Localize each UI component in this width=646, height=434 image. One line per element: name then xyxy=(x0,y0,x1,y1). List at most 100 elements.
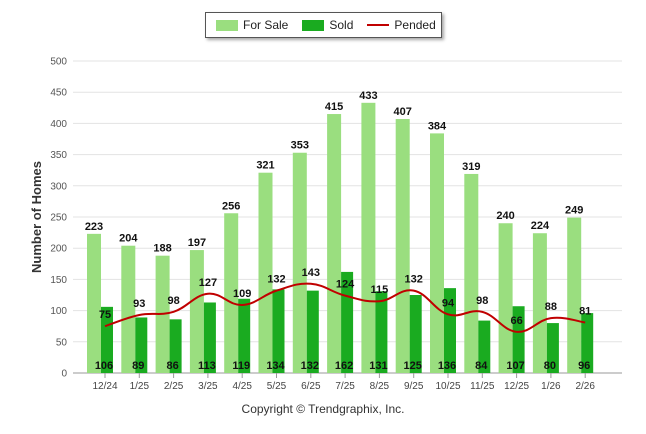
y-tick-label: 300 xyxy=(50,181,67,192)
bar-sold xyxy=(135,317,148,373)
bar-for-sale xyxy=(292,152,307,373)
bar-for-sale xyxy=(224,213,239,373)
label-pended: 81 xyxy=(579,305,591,317)
label-for-sale: 384 xyxy=(428,120,447,132)
label-for-sale: 204 xyxy=(119,233,138,245)
label-for-sale: 415 xyxy=(325,101,343,113)
bar-for-sale xyxy=(498,223,513,373)
legend-label-for-sale: For Sale xyxy=(243,18,289,32)
legend-swatch-sold xyxy=(302,19,325,31)
y-tick-label: 350 xyxy=(50,150,67,161)
label-for-sale: 353 xyxy=(291,140,309,152)
label-sold: 162 xyxy=(335,360,353,372)
bar-sold xyxy=(169,319,182,373)
label-sold: 86 xyxy=(166,360,178,372)
bar-for-sale xyxy=(532,233,547,373)
bar-for-sale xyxy=(567,217,582,373)
bar-sold xyxy=(546,323,559,373)
label-pended: 132 xyxy=(405,274,423,286)
label-sold: 136 xyxy=(438,360,456,372)
bar-for-sale xyxy=(361,102,376,374)
bar-sold xyxy=(444,288,456,373)
bar-for-sale xyxy=(87,233,101,373)
label-for-sale: 249 xyxy=(565,205,583,217)
label-pended: 94 xyxy=(442,297,455,309)
y-tick-label: 400 xyxy=(50,119,67,130)
x-tick-label: 8/25 xyxy=(370,381,390,392)
bars xyxy=(87,102,594,374)
bar-sold xyxy=(478,320,491,373)
label-sold: 106 xyxy=(95,360,113,372)
y-tick-label: 50 xyxy=(56,337,68,348)
label-pended: 88 xyxy=(545,301,557,313)
legend-swatch-for-sale xyxy=(216,19,238,31)
legend-item-for-sale[interactable]: For Sale xyxy=(216,18,288,32)
y-tick-label: 0 xyxy=(61,369,67,380)
label-for-sale: 197 xyxy=(188,237,206,249)
bar-for-sale xyxy=(430,133,444,373)
legend-swatch-pended xyxy=(367,24,390,26)
legend-label-pended: Pended xyxy=(394,18,436,32)
bar-for-sale xyxy=(189,250,204,373)
bar-sold xyxy=(306,290,319,373)
y-tick-label: 500 xyxy=(50,57,67,68)
label-sold: 80 xyxy=(544,360,556,372)
pended-line xyxy=(104,282,586,333)
label-pended: 127 xyxy=(199,277,217,289)
x-tick-label: 2/26 xyxy=(575,381,595,392)
label-sold: 119 xyxy=(232,360,250,372)
x-tick-label: 11/25 xyxy=(470,381,495,392)
label-pended: 143 xyxy=(302,267,320,279)
y-tick-label: 100 xyxy=(50,306,67,317)
legend-item-sold[interactable]: Sold xyxy=(302,18,353,32)
label-pended: 93 xyxy=(133,298,145,310)
x-tick-label: 6/25 xyxy=(301,381,321,392)
bar-sold xyxy=(272,289,285,373)
x-tick-label: 12/25 xyxy=(504,381,529,392)
x-tick-label: 10/25 xyxy=(435,381,460,392)
x-tick-label: 9/25 xyxy=(404,381,424,392)
bar-sold xyxy=(203,302,216,373)
label-sold: 134 xyxy=(266,360,285,372)
label-pended: 98 xyxy=(476,295,488,307)
bar-sold xyxy=(409,295,422,373)
bar-sold xyxy=(581,313,594,373)
label-pended: 109 xyxy=(233,288,251,300)
label-pended: 98 xyxy=(167,295,179,307)
legend-item-pended[interactable]: Pended xyxy=(367,18,436,32)
label-sold: 96 xyxy=(578,360,590,372)
label-sold: 89 xyxy=(132,360,144,372)
label-for-sale: 256 xyxy=(222,200,240,212)
x-tick-label: 12/24 xyxy=(92,381,117,392)
label-for-sale: 319 xyxy=(462,161,480,173)
label-for-sale: 240 xyxy=(496,210,514,222)
y-tick-label: 450 xyxy=(50,88,67,99)
label-sold: 107 xyxy=(506,360,524,372)
bar-for-sale xyxy=(464,173,479,373)
bar-for-sale xyxy=(121,245,136,373)
bar-sold xyxy=(375,291,388,373)
x-tick-label: 7/25 xyxy=(335,381,355,392)
data-labels: 223 106 204 89 188 86 197 113 256 119 321 134 353 132… xyxy=(85,90,592,372)
legend-label-sold: Sold xyxy=(329,18,354,32)
y-axis-label: Number of Homes xyxy=(29,161,44,273)
bar-sold xyxy=(238,298,251,373)
x-tick-label: 3/25 xyxy=(198,381,218,392)
label-pended: 75 xyxy=(99,309,111,321)
bar-for-sale xyxy=(258,172,273,373)
line-pended xyxy=(104,282,586,333)
label-sold: 132 xyxy=(301,360,319,372)
label-sold: 131 xyxy=(369,360,387,372)
x-tick-label: 1/25 xyxy=(130,381,150,392)
label-pended: 115 xyxy=(371,284,389,296)
label-pended: 132 xyxy=(267,274,285,286)
label-sold: 84 xyxy=(475,360,488,372)
y-tick-label: 200 xyxy=(50,244,67,255)
x-tick-label: 4/25 xyxy=(232,381,252,392)
label-pended: 66 xyxy=(510,315,522,327)
label-sold: 125 xyxy=(404,360,422,372)
label-for-sale: 224 xyxy=(531,220,550,232)
label-pended: 124 xyxy=(336,279,355,291)
y-tick-label: 150 xyxy=(50,275,67,286)
